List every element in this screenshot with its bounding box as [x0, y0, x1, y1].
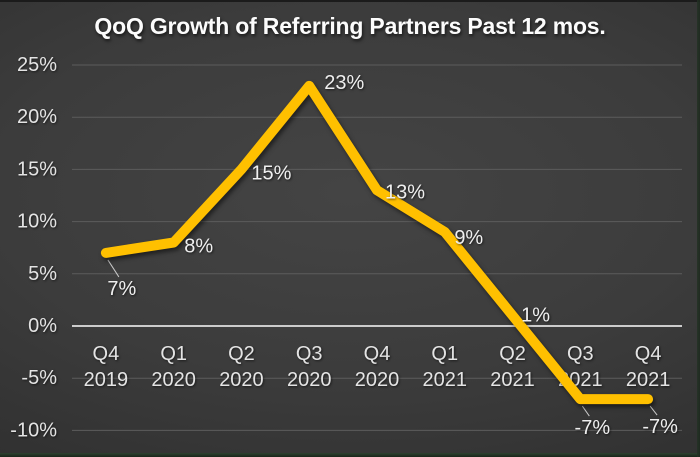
x-axis-category-year: 2020 — [355, 369, 400, 391]
y-axis-tick-label: 15% — [17, 158, 57, 180]
data-point-label: 15% — [251, 162, 291, 184]
data-series-line — [100, 80, 654, 405]
data-label-leader-line — [649, 405, 658, 416]
data-point-label: 9% — [454, 227, 483, 249]
data-point-label: 7% — [107, 278, 136, 300]
data-label-leader-line — [107, 259, 120, 278]
x-axis-category-quarter: Q1 — [160, 343, 187, 365]
bottom-edge-strip — [0, 453, 700, 457]
x-axis-category-year: 2021 — [626, 369, 671, 391]
y-axis-tick-label: 0% — [28, 315, 57, 337]
x-axis-category-quarter: Q2 — [499, 343, 526, 365]
x-axis-category-year: 2020 — [151, 369, 196, 391]
data-point-label: 1% — [521, 305, 550, 327]
x-axis-category-year: 2020 — [219, 369, 264, 391]
data-point-label: -7% — [575, 417, 611, 439]
x-axis-category-year: 2021 — [423, 369, 468, 391]
x-axis-category-quarter: Q3 — [296, 343, 323, 365]
x-axis-category-quarter: Q2 — [228, 343, 255, 365]
x-axis-category-quarter: Q1 — [431, 343, 458, 365]
x-axis-category-quarter: Q3 — [567, 343, 594, 365]
y-axis-tick-label: -10% — [10, 419, 57, 441]
x-axis-category-quarter: Q4 — [635, 343, 662, 365]
x-axis-category-year: 2019 — [84, 369, 129, 391]
y-axis-tick-label: 20% — [17, 106, 57, 128]
x-axis-category-year: 2021 — [490, 369, 535, 391]
data-point-label: -7% — [642, 416, 678, 438]
right-edge-strip — [697, 0, 700, 457]
y-axis-tick-label: 5% — [28, 263, 57, 285]
y-axis-tick-label: 10% — [17, 211, 57, 233]
y-axis-tick-label: -5% — [21, 367, 57, 389]
data-point-label: 13% — [385, 181, 425, 203]
chart-title: QoQ Growth of Referring Partners Past 12… — [94, 13, 606, 39]
x-axis-category-year: 2020 — [287, 369, 332, 391]
data-point-label: 23% — [324, 72, 364, 94]
data-point-label: 8% — [184, 235, 213, 257]
data-label-leader-line — [581, 405, 590, 417]
x-axis-category-quarter: Q4 — [364, 343, 391, 365]
x-axis-category-quarter: Q4 — [93, 343, 120, 365]
y-axis-tick-label: 25% — [17, 54, 57, 76]
